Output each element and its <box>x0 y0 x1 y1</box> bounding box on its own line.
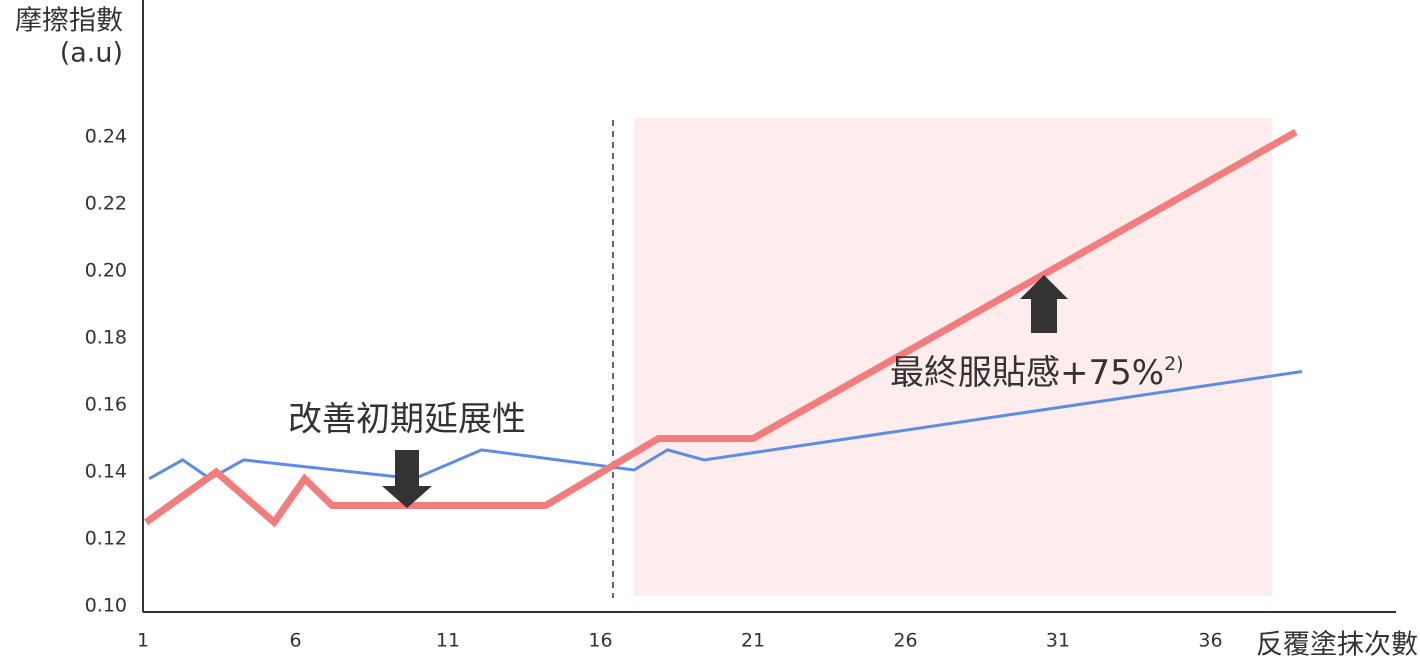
x-tick-label: 11 <box>436 630 460 652</box>
up-arrow <box>1020 275 1068 333</box>
y-tick-label: 0.24 <box>85 126 127 148</box>
annotation: 改善初期延展性 <box>288 400 526 440</box>
x-tick-label: 16 <box>588 630 612 652</box>
series-line <box>148 370 1303 481</box>
x-tick-label: 31 <box>1046 630 1070 652</box>
x-tick-label: 21 <box>741 630 765 652</box>
y-tick-label: 0.12 <box>85 528 127 550</box>
x-tick-label: 1 <box>137 630 149 652</box>
series-line <box>144 128 1298 528</box>
y-tick-label: 0.22 <box>85 193 127 215</box>
annotation-text: 最終服貼感+75% <box>890 353 1164 393</box>
highlight-region <box>634 118 1272 596</box>
x-tick-label: 6 <box>289 630 301 652</box>
y-axis-unit: (a.u) <box>60 38 123 69</box>
y-axis-title: 摩擦指數 <box>15 6 123 37</box>
annotation-note: 2) <box>1164 353 1184 375</box>
annotation: 最終服貼感+75%2) <box>890 353 1184 393</box>
series-group <box>144 128 1303 528</box>
y-tick-label: 0.20 <box>85 260 127 282</box>
x-axis-title: 反覆塗抹次數 <box>1256 630 1418 661</box>
y-tick-label: 0.16 <box>85 394 127 416</box>
x-tick-label: 26 <box>893 630 917 652</box>
y-tick-label: 0.14 <box>85 461 127 483</box>
y-tick-label: 0.10 <box>85 595 127 617</box>
x-tick-label: 36 <box>1198 630 1222 652</box>
down-arrow <box>382 450 432 508</box>
y-tick-label: 0.18 <box>85 327 127 349</box>
